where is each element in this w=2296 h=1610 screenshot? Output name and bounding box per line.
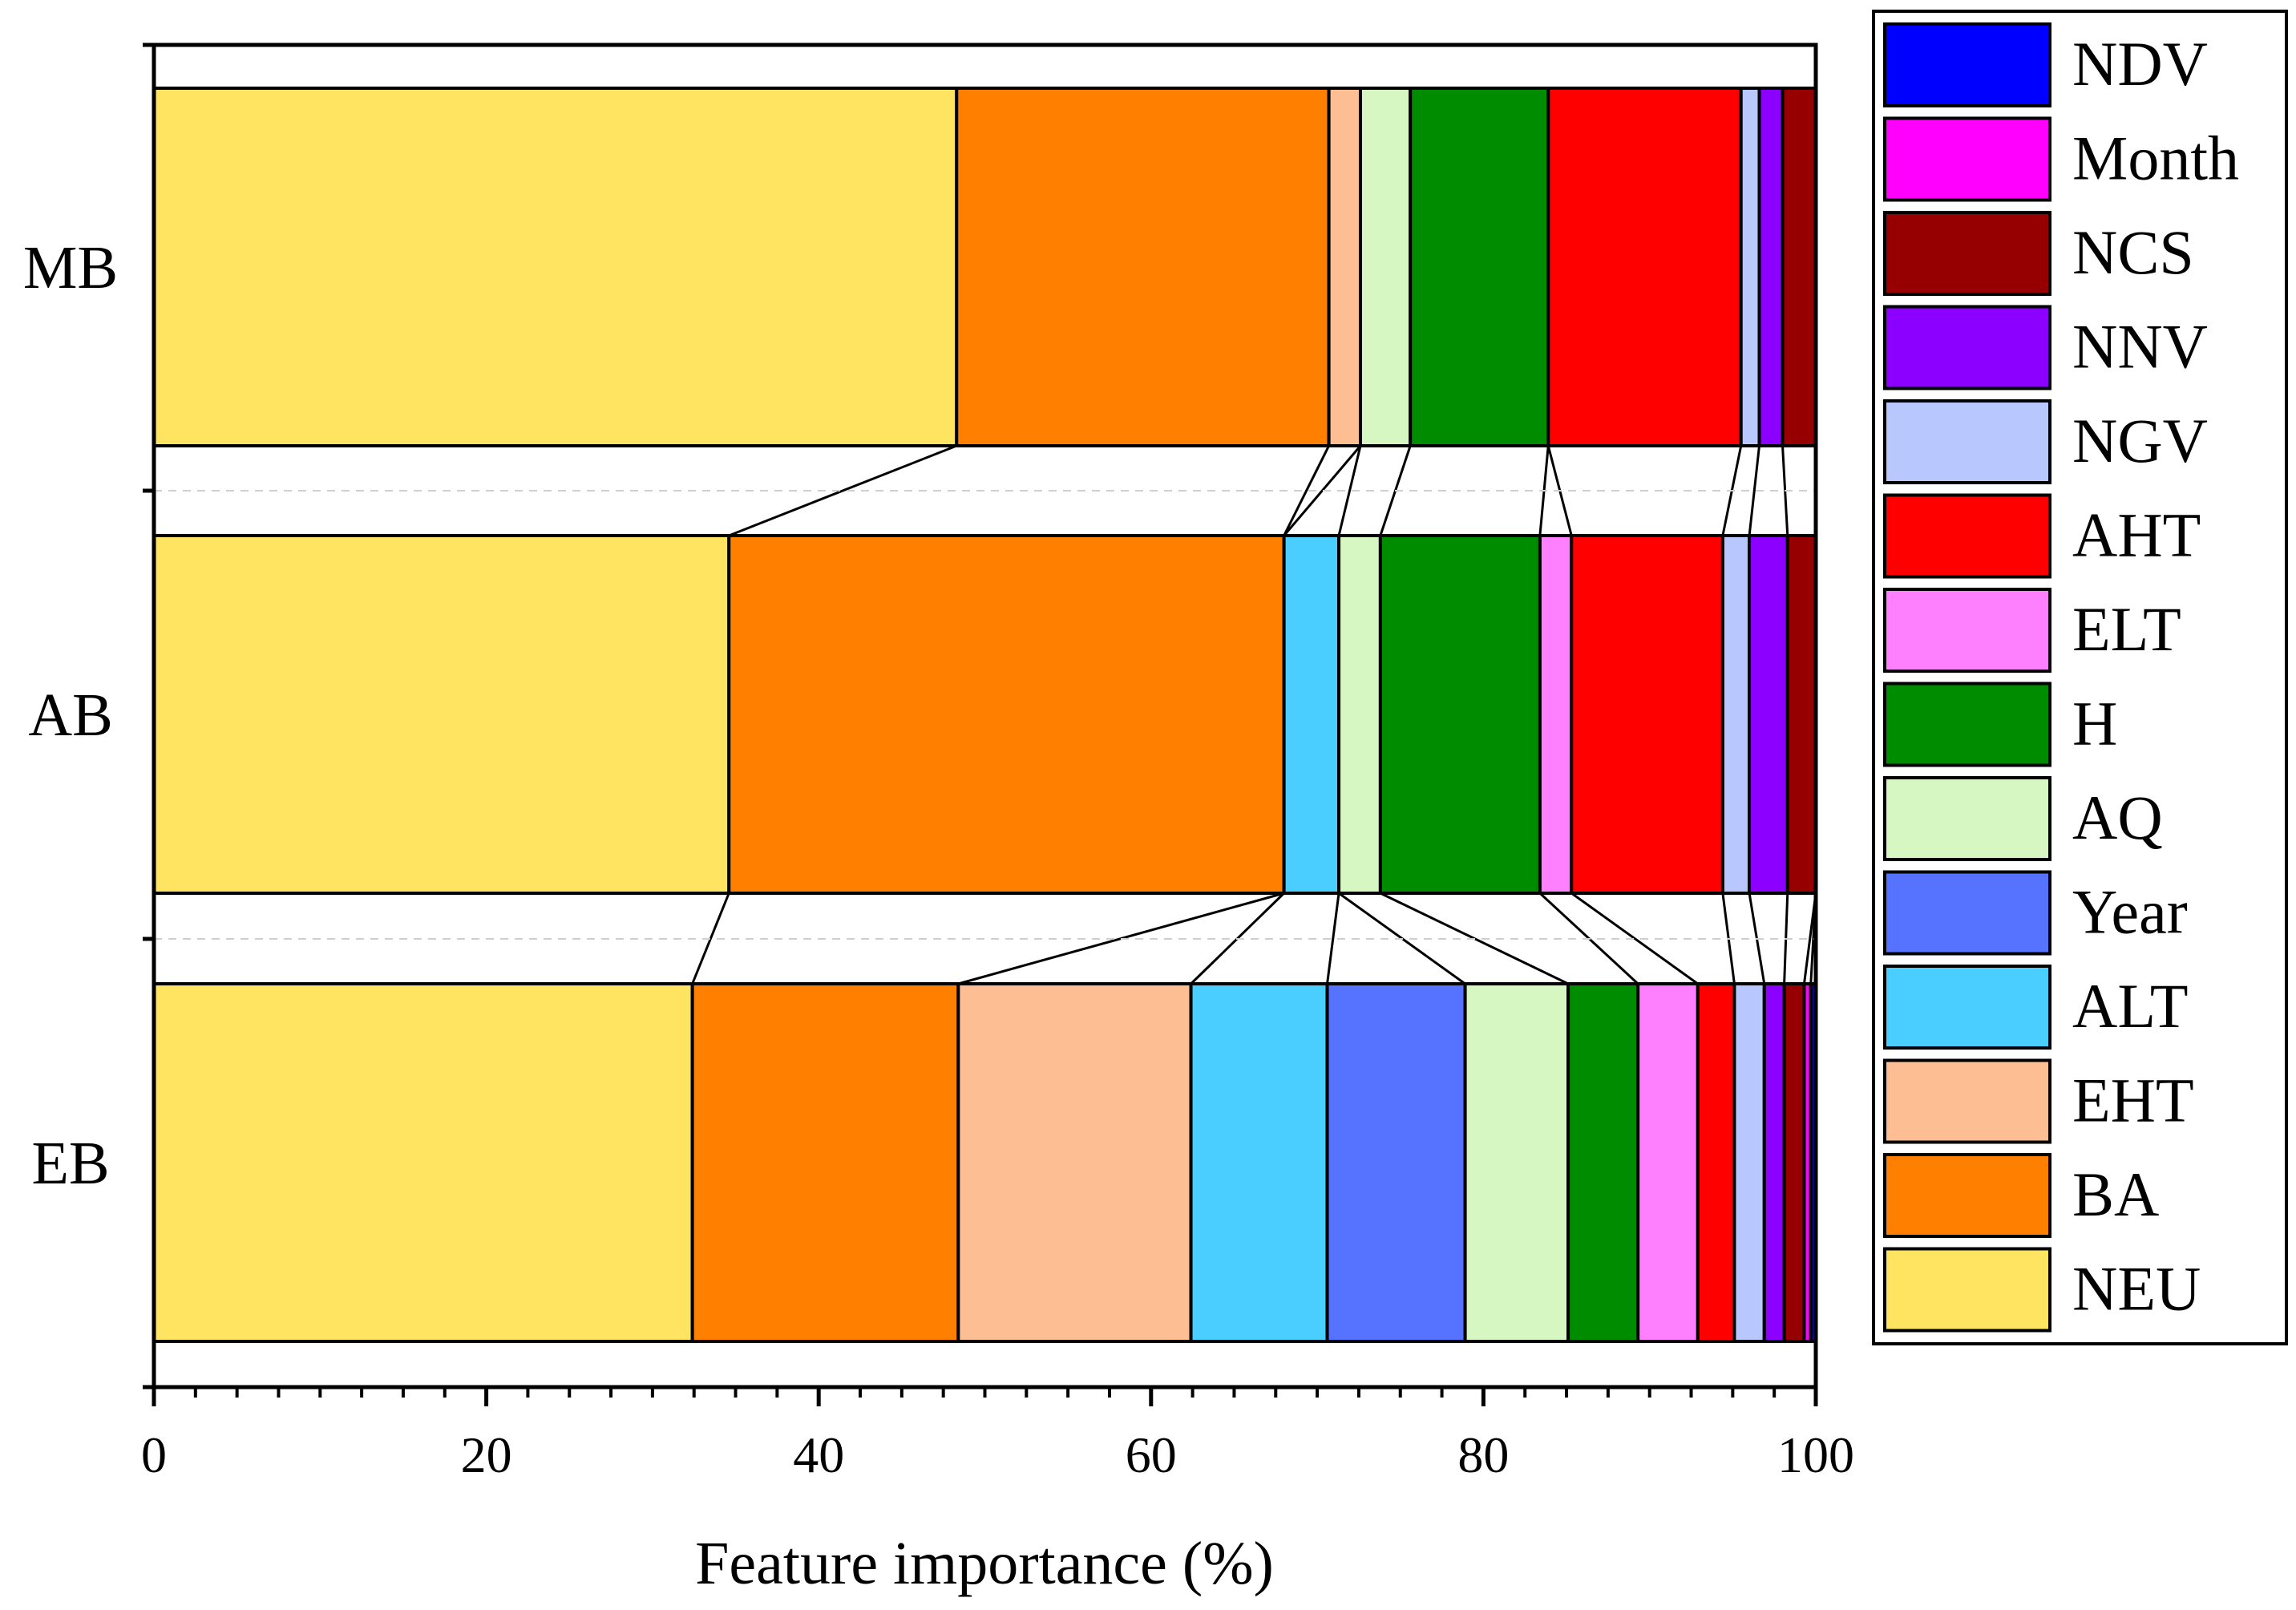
legend-swatch-alt [1883,965,2051,1050]
legend-label-ba: BA [2072,1159,2159,1229]
bar-segment-mb-neu [152,87,959,447]
bar-segment-mb-eht [1327,87,1362,447]
bar-segment-mb-aq [1358,87,1413,447]
bar-segment-eb-ncs [1782,982,1806,1343]
legend-swatch-aq [1883,776,2051,861]
bars-layer [152,87,1818,1343]
connector-mb-ab-ngv [1748,445,1761,536]
legend-label-ncs: NCS [2072,217,2194,287]
legend-label-h: H [2072,689,2117,758]
legend-item-alt: ALT [1883,965,2188,1050]
connector-ab-eb-alt [1326,892,1340,985]
legend-label-month: Month [2072,123,2239,193]
legend-label-neu: NEU [2072,1254,2201,1324]
bar-segment-mb-nnv [1757,87,1785,447]
x-axis-title: Feature importance (%) [695,1530,1274,1597]
legend-item-eht: EHT [1883,1058,2194,1144]
legend-item-year: Year [1883,870,2188,956]
bar-segment-eb-elt [1636,982,1700,1343]
connector-mb-ab-eht [1283,445,1362,536]
legend-swatch-ba [1883,1153,2051,1238]
bar-segment-mb-h [1409,87,1550,447]
x-tick-label-80: 80 [1457,1426,1509,1483]
legend-label-elt: ELT [2072,594,2181,664]
legend-swatch-month [1883,116,2051,202]
bar-segment-eb-aht [1696,982,1736,1343]
bar-segment-eb-neu [152,982,694,1343]
legend-swatch-elt [1883,588,2051,673]
legend-swatch-eht [1883,1058,2051,1144]
bar-segment-eb-aq [1463,982,1570,1343]
x-tick-label-60: 60 [1126,1426,1177,1483]
bar-segment-mb-ba [955,87,1331,447]
legend-item-aq: AQ [1883,776,2163,861]
bar-segment-mb-ncs [1781,87,1818,447]
bar-segment-eb-h [1566,982,1640,1343]
legend-swatch-ncs [1883,211,2051,296]
legend-item-month: Month [1883,116,2239,202]
bar-segment-eb-ba [690,982,960,1343]
legend-item-nnv: NNV [1883,305,2208,390]
legend-item-neu: NEU [1883,1247,2201,1333]
bar-segment-ab-nnv [1748,534,1789,895]
bar-segment-mb-aht [1546,87,1743,447]
bar-segment-ab-alt [1282,534,1341,895]
legend-item-ngv: NGV [1883,399,2208,484]
x-tick-label-20: 20 [461,1426,512,1483]
bar-segment-ab-neu [152,534,731,895]
legend-item-ndv: NDV [1883,22,2208,107]
legend-swatch-aht [1883,493,2051,579]
category-label-ab: AB [28,682,113,749]
legend-swatch-ngv [1883,399,2051,484]
legend-label-ngv: NGV [2072,406,2208,475]
legend-swatch-nnv [1883,305,2051,390]
connector-mb-ab-neu [728,444,957,537]
legend-swatch-neu [1883,1247,2051,1333]
connector-mb-ab-alt [1337,445,1362,536]
legend-swatch-h [1883,682,2051,767]
bar-segment-ab-ngv [1720,534,1752,895]
bar-segment-eb-alt [1189,982,1329,1343]
x-tick-label-0: 0 [141,1426,167,1483]
x-tick-label-40: 40 [793,1426,844,1483]
legend-label-year: Year [2072,877,2188,947]
bar-segment-mb-ngv [1739,87,1761,447]
bar-segment-eb-year [1325,982,1467,1343]
category-label-eb: EB [31,1130,109,1197]
connector-ab-eb-elt [1570,892,1699,985]
connector-mb-ab-ba [1283,445,1330,536]
legend-item-aht: AHT [1883,493,2201,579]
legend-label-alt: ALT [2072,971,2188,1041]
legend-label-nnv: NNV [2072,312,2208,382]
connector-ab-eb-neu [691,892,730,985]
bar-segment-eb-ngv [1732,982,1766,1343]
legend-item-elt: ELT [1883,588,2181,673]
legend: NDV Month NCS NNV NGV AHT ELT H AQ Year ALT EHT BA NE… [1872,10,2288,1345]
bar-segment-ab-ncs [1785,534,1818,895]
legend-label-ndv: NDV [2072,29,2208,99]
x-tick-label-100: 100 [1777,1426,1854,1483]
legend-label-eht: EHT [2072,1066,2194,1135]
legend-item-ba: BA [1883,1153,2159,1238]
category-label-mb: MB [23,234,118,301]
legend-swatch-year [1883,870,2051,956]
bar-segment-ab-aht [1570,534,1724,895]
legend-item-h: H [1883,682,2117,767]
legend-label-aq: AQ [2072,783,2163,852]
bar-segment-ab-h [1378,534,1542,895]
bar-segment-ab-ba [727,534,1286,895]
legend-item-ncs: NCS [1883,211,2194,296]
legend-swatch-ndv [1883,22,2051,107]
bar-segment-eb-nnv [1762,982,1786,1343]
bar-segment-ab-aq [1337,534,1382,895]
bar-segment-eb-eht [956,982,1193,1343]
axes-layer: MB AB EB 0 20 40 60 80 100 [23,42,1854,1483]
bar-segment-ab-elt [1538,534,1574,895]
legend-label-aht: AHT [2072,500,2201,570]
